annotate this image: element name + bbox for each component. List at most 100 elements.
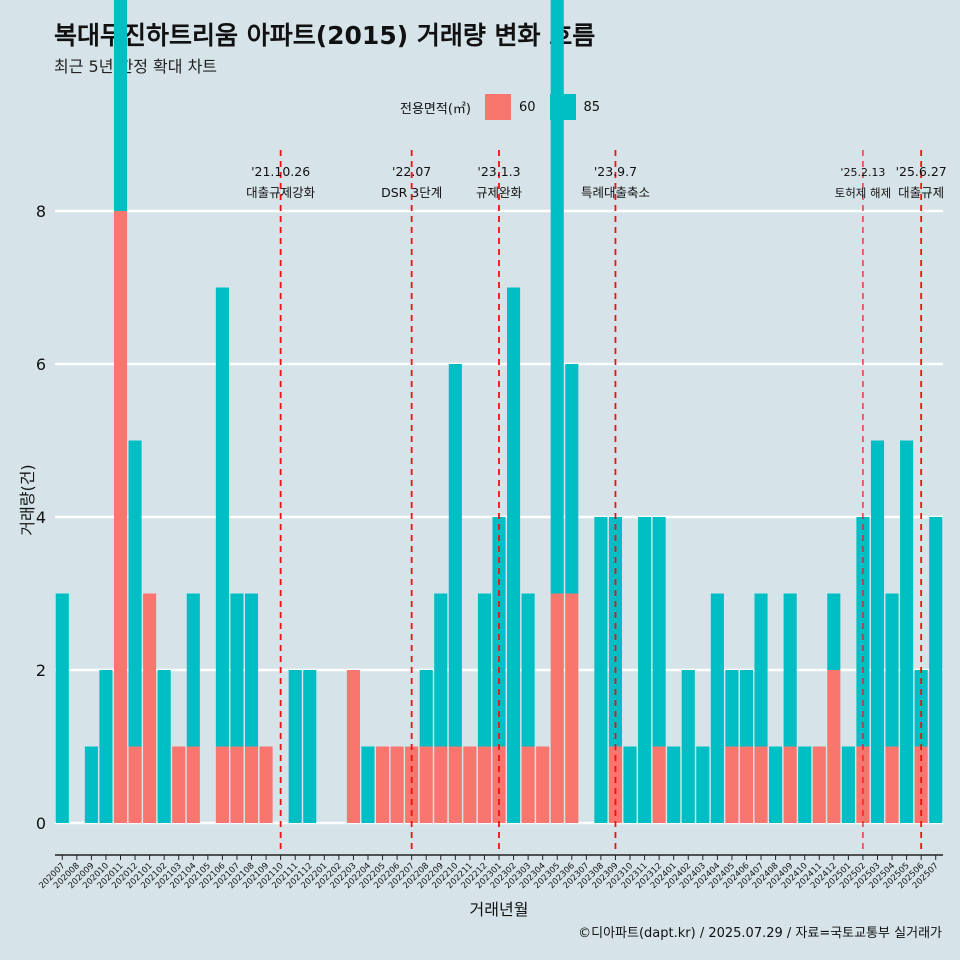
legend-swatch-60 (484, 94, 511, 120)
y-tick-label-6: 6 (36, 355, 46, 374)
bar-60-202409 (783, 746, 797, 823)
bar-85-202502 (856, 517, 870, 747)
x-axis-title: 거래년월 (470, 900, 529, 919)
bar-85-202302 (507, 287, 521, 823)
bar-85-202111 (288, 670, 302, 823)
bar-85-202412 (827, 593, 841, 670)
bar-60-202101 (143, 593, 157, 823)
bar-60-202305 (550, 593, 564, 823)
event-label-3: 특례대출축소 (581, 185, 650, 200)
bar-60-202011 (113, 211, 128, 823)
bar-60-202407 (754, 746, 768, 823)
event-date-1: '22.07 (392, 164, 431, 179)
bar-60-202207 (405, 746, 419, 823)
bar-60-202405 (725, 746, 739, 823)
bar-85-202310 (623, 746, 637, 823)
bar-85-202401 (667, 746, 681, 823)
bar-60-202109 (259, 746, 273, 823)
bar-60-202301 (492, 746, 506, 823)
bar-60-202504 (885, 746, 899, 823)
bar-60-202104 (186, 746, 200, 823)
bar-85-202102 (157, 670, 171, 823)
bar-60-202203 (346, 670, 360, 823)
bar-85-202305 (550, 0, 564, 594)
bar-85-202503 (870, 440, 885, 823)
bar-60-202411 (812, 746, 826, 823)
bar-85-202107 (230, 593, 244, 747)
bar-60-202309 (608, 746, 623, 823)
bar-60-202212 (477, 746, 491, 823)
bar-85-202011 (113, 0, 128, 211)
bar-85-202312 (652, 517, 666, 747)
bar-85-202208 (419, 670, 433, 747)
chart-title: 복대두진하트리움 아파트(2015) 거래량 변화 흐름 (54, 21, 596, 50)
bar-85-202408 (769, 746, 783, 823)
event-date-5: '25.6.27 (896, 164, 947, 179)
bar-85-202402 (681, 670, 695, 823)
event-label-5: 대출규제 (898, 185, 944, 200)
bar-85-202303 (521, 593, 535, 747)
bar-60-202306 (565, 593, 579, 823)
bar-85-202104 (186, 593, 200, 747)
bar-60-202103 (172, 746, 186, 823)
bar-85-202404 (710, 593, 724, 823)
bar-85-202505 (900, 440, 914, 823)
bar-85-202407 (754, 593, 768, 747)
bar-60-202412 (827, 670, 841, 823)
y-tick-label-4: 4 (36, 508, 46, 527)
bar-60-202205 (375, 746, 390, 823)
bar-60-202108 (244, 746, 259, 823)
bar-60-202506 (914, 746, 928, 823)
bar-85-202311 (638, 517, 652, 823)
event-label-1: DSR 3단계 (381, 185, 442, 200)
bar-85-202306 (565, 364, 579, 594)
bar-85-202209 (434, 593, 448, 747)
y-axis-title: 거래량(건) (18, 464, 37, 535)
y-tick-label-2: 2 (36, 661, 46, 680)
bar-85-202410 (798, 746, 812, 823)
bar-85-202506 (914, 670, 928, 747)
bar-85-202210 (448, 364, 462, 747)
bar-60-202107 (230, 746, 244, 823)
source-caption: ©디아파트(dapt.kr) / 2025.07.29 / 자료=국토교통부 실… (578, 926, 942, 941)
bar-85-202007 (55, 593, 69, 823)
bar-60-202502 (856, 746, 870, 823)
event-label-2: 규제완화 (476, 185, 523, 200)
bar-85-202409 (783, 593, 797, 747)
event-label-4: 토허제 해제 (835, 186, 892, 200)
bar-60-202304 (536, 746, 550, 823)
bar-85-202010 (99, 670, 113, 823)
legend-title: 전용면적(㎡) (400, 101, 471, 117)
bar-85-202406 (739, 670, 754, 747)
bar-60-202210 (448, 746, 462, 823)
event-date-3: '23.9.7 (594, 164, 637, 179)
bar-60-202208 (419, 746, 433, 823)
bar-85-202106 (215, 287, 229, 747)
bar-60-202012 (128, 746, 142, 823)
bar-60-202209 (434, 746, 448, 823)
legend-label-85: 85 (583, 99, 601, 115)
bar-60-202106 (215, 746, 229, 823)
bar-60-202406 (739, 746, 754, 823)
chart-subtitle: 최근 5년 한정 확대 차트 (54, 57, 218, 76)
event-label-0: 대출규제강화 (246, 185, 316, 200)
bar-85-202308 (594, 517, 608, 823)
legend-label-60: 60 (518, 99, 536, 115)
bar-85-202405 (725, 670, 739, 747)
bar-85-202012 (128, 440, 142, 747)
bar-60-202211 (463, 746, 477, 823)
bar-85-202108 (244, 593, 259, 747)
bar-85-202501 (841, 746, 855, 823)
y-tick-label-0: 0 (36, 814, 46, 833)
event-date-2: '23.1.3 (477, 164, 520, 179)
bar-85-202403 (696, 746, 710, 823)
bar-85-202009 (84, 746, 98, 823)
bar-60-202312 (652, 746, 666, 823)
y-tick-label-8: 8 (36, 202, 46, 221)
bar-60-202206 (390, 746, 404, 823)
event-date-4: '25.2.13 (840, 166, 885, 179)
bar-85-202112 (303, 670, 317, 823)
event-date-0: '21.10.26 (251, 164, 310, 179)
bar-85-202212 (477, 593, 491, 747)
